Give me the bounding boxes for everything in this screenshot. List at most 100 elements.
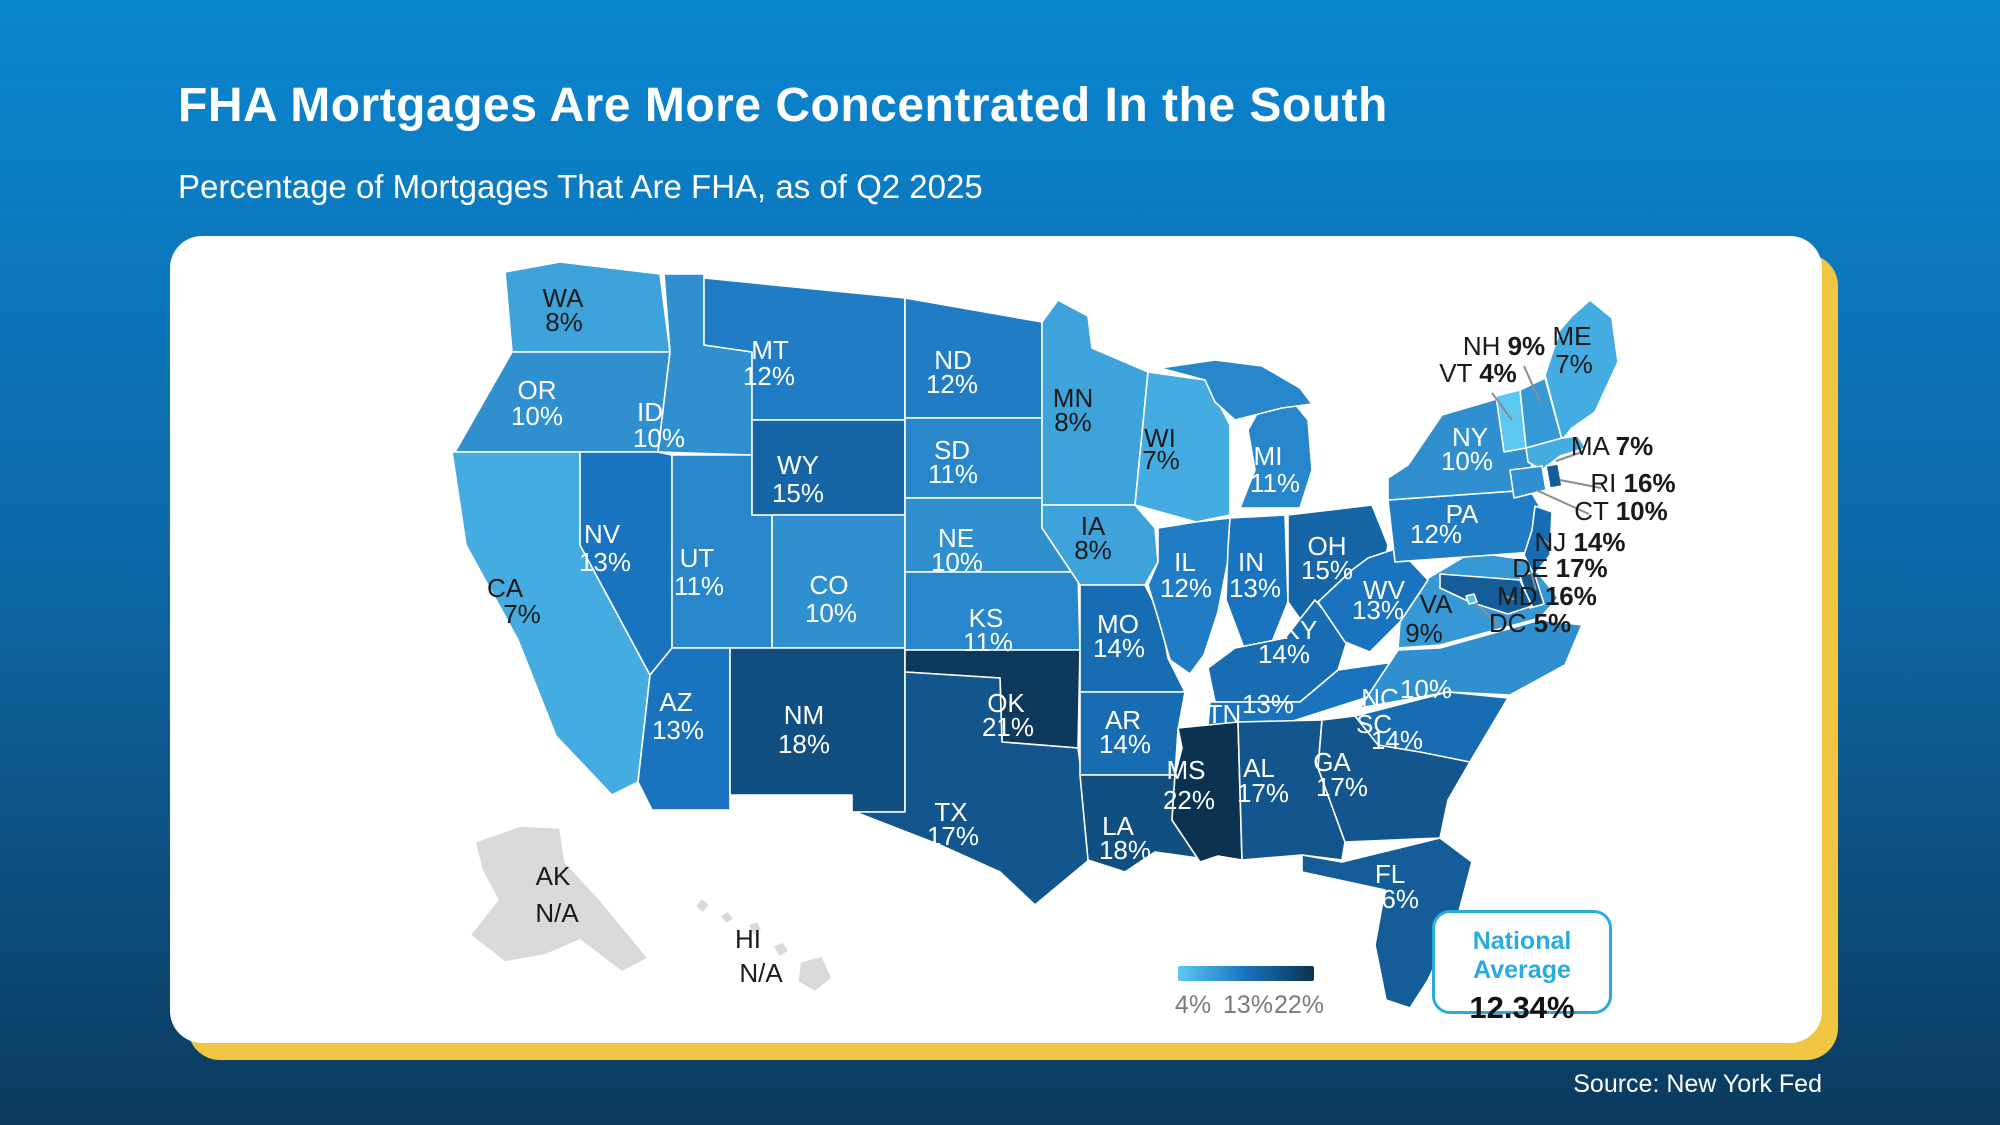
state-mo-value: 14% [1093,633,1145,663]
state-nm-label: NM [784,700,824,730]
state-ky-value: 14% [1258,639,1310,669]
state-mi-value: 11% [1250,468,1300,498]
state-ar [1079,691,1186,776]
legend-min-label: 4% [1174,991,1212,1019]
state-ga-value: 17% [1316,772,1368,802]
state-hi [772,941,790,958]
state-wy-label: WY [777,450,819,480]
state-in-label: IN [1238,547,1264,577]
state-mt-label: MT [751,335,789,365]
state-ak-value: N/A [535,898,579,928]
state-ia-label: IA [1081,511,1106,541]
state-fl [1301,837,1473,1009]
state-wa [504,261,671,353]
state-la-label: LA [1102,811,1134,841]
state-or-value: 10% [511,401,563,431]
state-ks-value: 11% [963,627,1013,657]
state-ok-label: OK [987,688,1025,718]
state-oh-label: OH [1308,531,1347,561]
leader-line-de [1530,571,1537,591]
state-az-label: AZ [659,687,692,717]
state-ak [469,825,649,973]
state-wv-value: 13% [1352,595,1404,625]
state-in-value: 13% [1229,573,1281,603]
state-mn-label: MN [1053,383,1093,413]
national-average-box: National Average 12.34% [1432,910,1612,1025]
state-ar-value: 14% [1099,729,1151,759]
state-hi [797,955,833,993]
state-sc-value: 14% [1371,725,1423,755]
state-wa-value: 8% [545,307,583,337]
state-ri-label: RI 16% [1590,468,1675,498]
state-nc-value: 10% [1400,674,1452,704]
state-nd-label: ND [934,345,972,375]
state-ut-label: UT [680,543,715,573]
state-ri [1545,463,1563,489]
leader-line-dc [1474,602,1502,628]
state-ca-label: CA [487,573,524,603]
state-ia [1041,504,1159,586]
state-sd-label: SD [934,435,970,465]
state-md-label: MD 16% [1497,581,1597,611]
state-ms-label: MS [1167,755,1206,785]
state-tn-label: TN [1207,699,1242,729]
state-wa-label: WA [543,283,585,313]
state-nc-label: NC [1361,683,1399,713]
page-subtitle: Percentage of Mortgages That Are FHA, as… [178,168,983,205]
state-ak-label: AK [536,861,571,891]
state-nv-value: 13% [579,547,631,577]
state-hi [719,910,735,925]
state-oh-value: 15% [1301,555,1353,585]
state-mi-label: MI [1254,441,1283,471]
legend-gradient-bar [1178,966,1314,981]
national-average-label: National Average [1472,927,1572,984]
state-wi-label: WI [1144,423,1176,453]
state-fl-label: FL [1375,859,1405,889]
state-ia-value: 8% [1074,535,1112,565]
state-ne-label: NE [938,523,974,553]
state-il-label: IL [1174,547,1196,577]
source-attribution: Source: New York Fed [1573,1070,1822,1098]
state-mi [1159,359,1313,421]
state-hi [747,920,763,936]
state-ut-value: 11% [674,571,724,601]
state-hi-label: HI [735,924,761,954]
state-nd [904,297,1043,419]
state-nj-label: NJ 14% [1534,527,1625,557]
state-sc-label: SC [1356,709,1392,739]
state-al-label: AL [1243,753,1275,783]
national-average-value: 12.34% [1469,990,1575,1025]
state-ar-label: AR [1105,705,1141,735]
state-nm-value: 18% [778,729,830,759]
state-wv-label: WV [1363,575,1406,605]
state-co-value: 10% [805,598,857,628]
state-ma-label: MA 7% [1571,431,1653,461]
state-ca-value: 7% [503,599,541,629]
state-va-label: VA [1420,589,1453,619]
state-vt-label: VT 4% [1439,358,1517,388]
state-sd-value: 11% [928,459,978,489]
state-mt-value: 12% [743,361,795,391]
state-il-value: 12% [1160,573,1212,603]
state-ga-label: GA [1313,747,1351,777]
state-nh-label: NH 9% [1463,331,1545,361]
state-dc [1465,593,1478,605]
state-al-value: 17% [1237,778,1289,808]
leader-line-ct [1535,489,1590,515]
state-me [1544,299,1619,441]
page-title: FHA Mortgages Are More Concentrated In t… [178,79,1388,132]
state-ne-value: 10% [931,547,983,577]
state-hi [694,897,711,914]
state-me-value: 7% [1555,349,1593,379]
state-or-label: OR [518,375,557,405]
state-mn-value: 8% [1054,407,1092,437]
state-ky-label: KY [1283,615,1318,645]
state-dc-label: DC 5% [1489,608,1571,638]
state-nd-value: 12% [926,369,978,399]
leader-line-nh [1523,365,1541,403]
state-la-value: 18% [1099,835,1151,865]
state-ks-label: KS [969,603,1004,633]
state-id-value: 10% [633,423,685,453]
leader-line-ri [1559,479,1602,489]
